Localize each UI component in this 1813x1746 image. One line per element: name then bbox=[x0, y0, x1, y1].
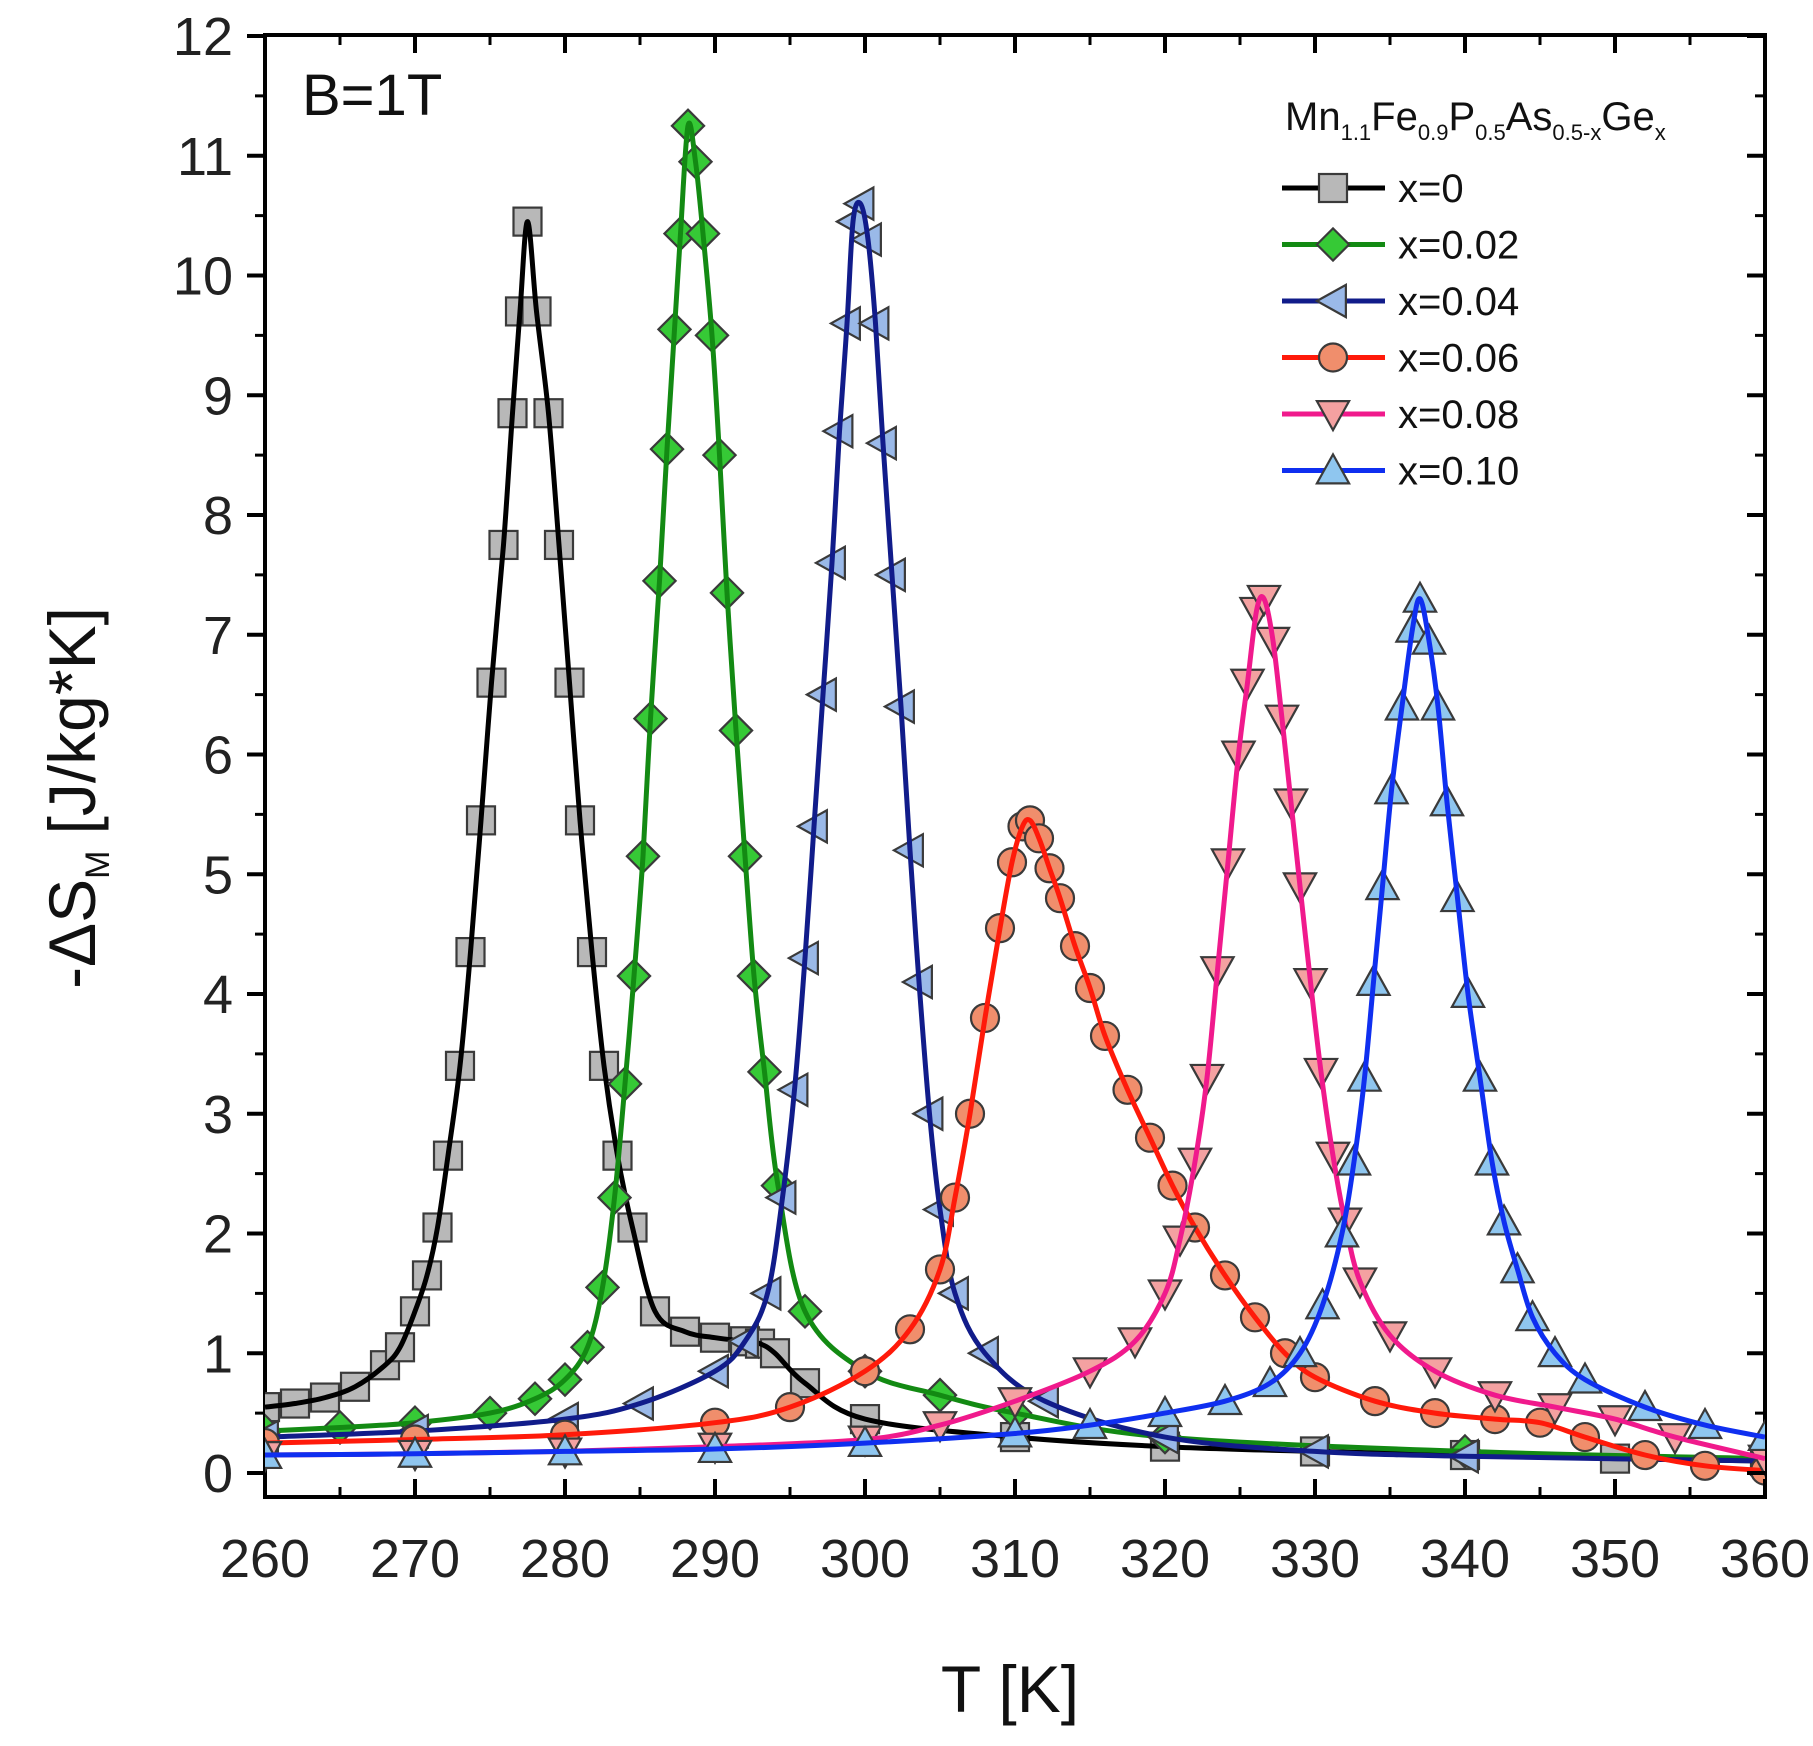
y-tick-label: 11 bbox=[177, 127, 233, 187]
legend-title: Mn1.1Fe0.9P0.5As0.5-xGex bbox=[1285, 95, 1666, 145]
legend-marker-swatch bbox=[1315, 226, 1351, 263]
series-line-x=0.04 bbox=[265, 199, 1765, 1464]
legend-label: x=0.06 bbox=[1398, 337, 1519, 381]
legend-item-x=0.02: x=0.02 bbox=[1282, 224, 1519, 268]
legend-item-x=0.10: x=0.10 bbox=[1282, 450, 1519, 494]
legend-title-part: Ge bbox=[1601, 95, 1654, 139]
legend-title-subscript: x bbox=[1655, 120, 1666, 145]
y-axis-title-sub: M bbox=[79, 851, 117, 879]
y-axis-title-main: -ΔS bbox=[35, 879, 109, 989]
legend-marker-swatch bbox=[1317, 342, 1349, 373]
legend-title-part: Fe bbox=[1371, 95, 1418, 139]
legend-title-part: P bbox=[1448, 95, 1475, 139]
x-tick-label: 330 bbox=[1270, 1529, 1360, 1589]
y-tick-label: 3 bbox=[203, 1085, 233, 1145]
legend-item-x=0.04: x=0.04 bbox=[1282, 280, 1519, 324]
series-line-x=0 bbox=[265, 219, 1765, 1464]
legend-title-subscript: 1.1 bbox=[1341, 120, 1372, 145]
y-tick-label: 9 bbox=[203, 366, 233, 426]
legend-title-part: Mn bbox=[1285, 95, 1341, 139]
y-axis-title: -ΔSM [J/kg*K] bbox=[35, 607, 117, 989]
series-layer bbox=[265, 108, 1765, 1486]
legend-item-x=0.06: x=0.06 bbox=[1282, 337, 1519, 381]
field-annotation: B=1T bbox=[302, 63, 442, 128]
legend-marker-swatch bbox=[1314, 283, 1347, 319]
axis-layer: 260 270 280 290 300 310 320 330 340 350 3600123456… bbox=[173, 7, 1810, 1589]
legend-marker-swatch bbox=[1317, 172, 1349, 204]
legend-label: x=0.02 bbox=[1398, 224, 1519, 268]
y-tick-label: 0 bbox=[203, 1444, 233, 1504]
x-tick-label: 310 bbox=[970, 1529, 1060, 1589]
x-tick-label: 320 bbox=[1120, 1529, 1210, 1589]
x-tick-label: 350 bbox=[1570, 1529, 1660, 1589]
x-tick-label: 280 bbox=[520, 1529, 610, 1589]
legend-label: x=0 bbox=[1398, 167, 1464, 211]
legend-item-x=0: x=0 bbox=[1282, 167, 1464, 211]
legend-marker-swatch bbox=[1315, 400, 1351, 433]
y-tick-label: 1 bbox=[203, 1324, 233, 1384]
series-line-x=0.10 bbox=[265, 596, 1765, 1458]
legend-title-subscript: 0.5 bbox=[1475, 120, 1506, 145]
x-tick-label: 360 bbox=[1720, 1529, 1810, 1589]
x-tick-label: 270 bbox=[370, 1529, 460, 1589]
series-line-x=0.06 bbox=[265, 817, 1765, 1474]
legend-label: x=0.08 bbox=[1398, 393, 1519, 437]
series-line-x=0.02 bbox=[265, 120, 1765, 1462]
series-x=0 bbox=[265, 206, 1765, 1477]
series-x=0.04 bbox=[265, 185, 1765, 1475]
x-axis-title: T [K] bbox=[941, 1652, 1079, 1726]
y-tick-label: 7 bbox=[203, 606, 233, 666]
y-axis-title-units: [J/kg*K] bbox=[35, 607, 109, 834]
legend-title-subscript: 0.5-x bbox=[1552, 120, 1601, 145]
x-tick-label: 290 bbox=[670, 1529, 760, 1589]
data-point-x=0 bbox=[669, 1316, 701, 1347]
y-tick-label: 5 bbox=[203, 845, 233, 905]
x-tick-label: 260 bbox=[220, 1529, 310, 1589]
legend: Mn1.1Fe0.9P0.5As0.5-xGex x=0 x=0.02 x=0.04 x… bbox=[1282, 95, 1666, 494]
legend-label: x=0.10 bbox=[1398, 450, 1519, 494]
x-tick-label: 300 bbox=[820, 1529, 910, 1589]
data-point-x=0.08 bbox=[1747, 1444, 1765, 1477]
x-tick-label: 340 bbox=[1420, 1529, 1510, 1589]
legend-label: x=0.04 bbox=[1398, 280, 1519, 324]
legend-title-part: As bbox=[1506, 95, 1553, 139]
series-x=0.10 bbox=[265, 580, 1765, 1470]
y-tick-label: 12 bbox=[173, 7, 233, 67]
y-tick-label: 4 bbox=[203, 965, 233, 1025]
legend-item-x=0.08: x=0.08 bbox=[1282, 393, 1519, 437]
legend-title-subscript: 0.9 bbox=[1418, 120, 1449, 145]
y-tick-label: 2 bbox=[203, 1205, 233, 1265]
y-tick-label: 6 bbox=[203, 726, 233, 786]
y-tick-label: 8 bbox=[203, 486, 233, 546]
y-tick-label: 10 bbox=[173, 247, 233, 307]
plot-frame bbox=[263, 33, 1767, 1499]
legend-marker-swatch bbox=[1315, 452, 1351, 485]
series-line-x=0.08 bbox=[265, 594, 1765, 1462]
